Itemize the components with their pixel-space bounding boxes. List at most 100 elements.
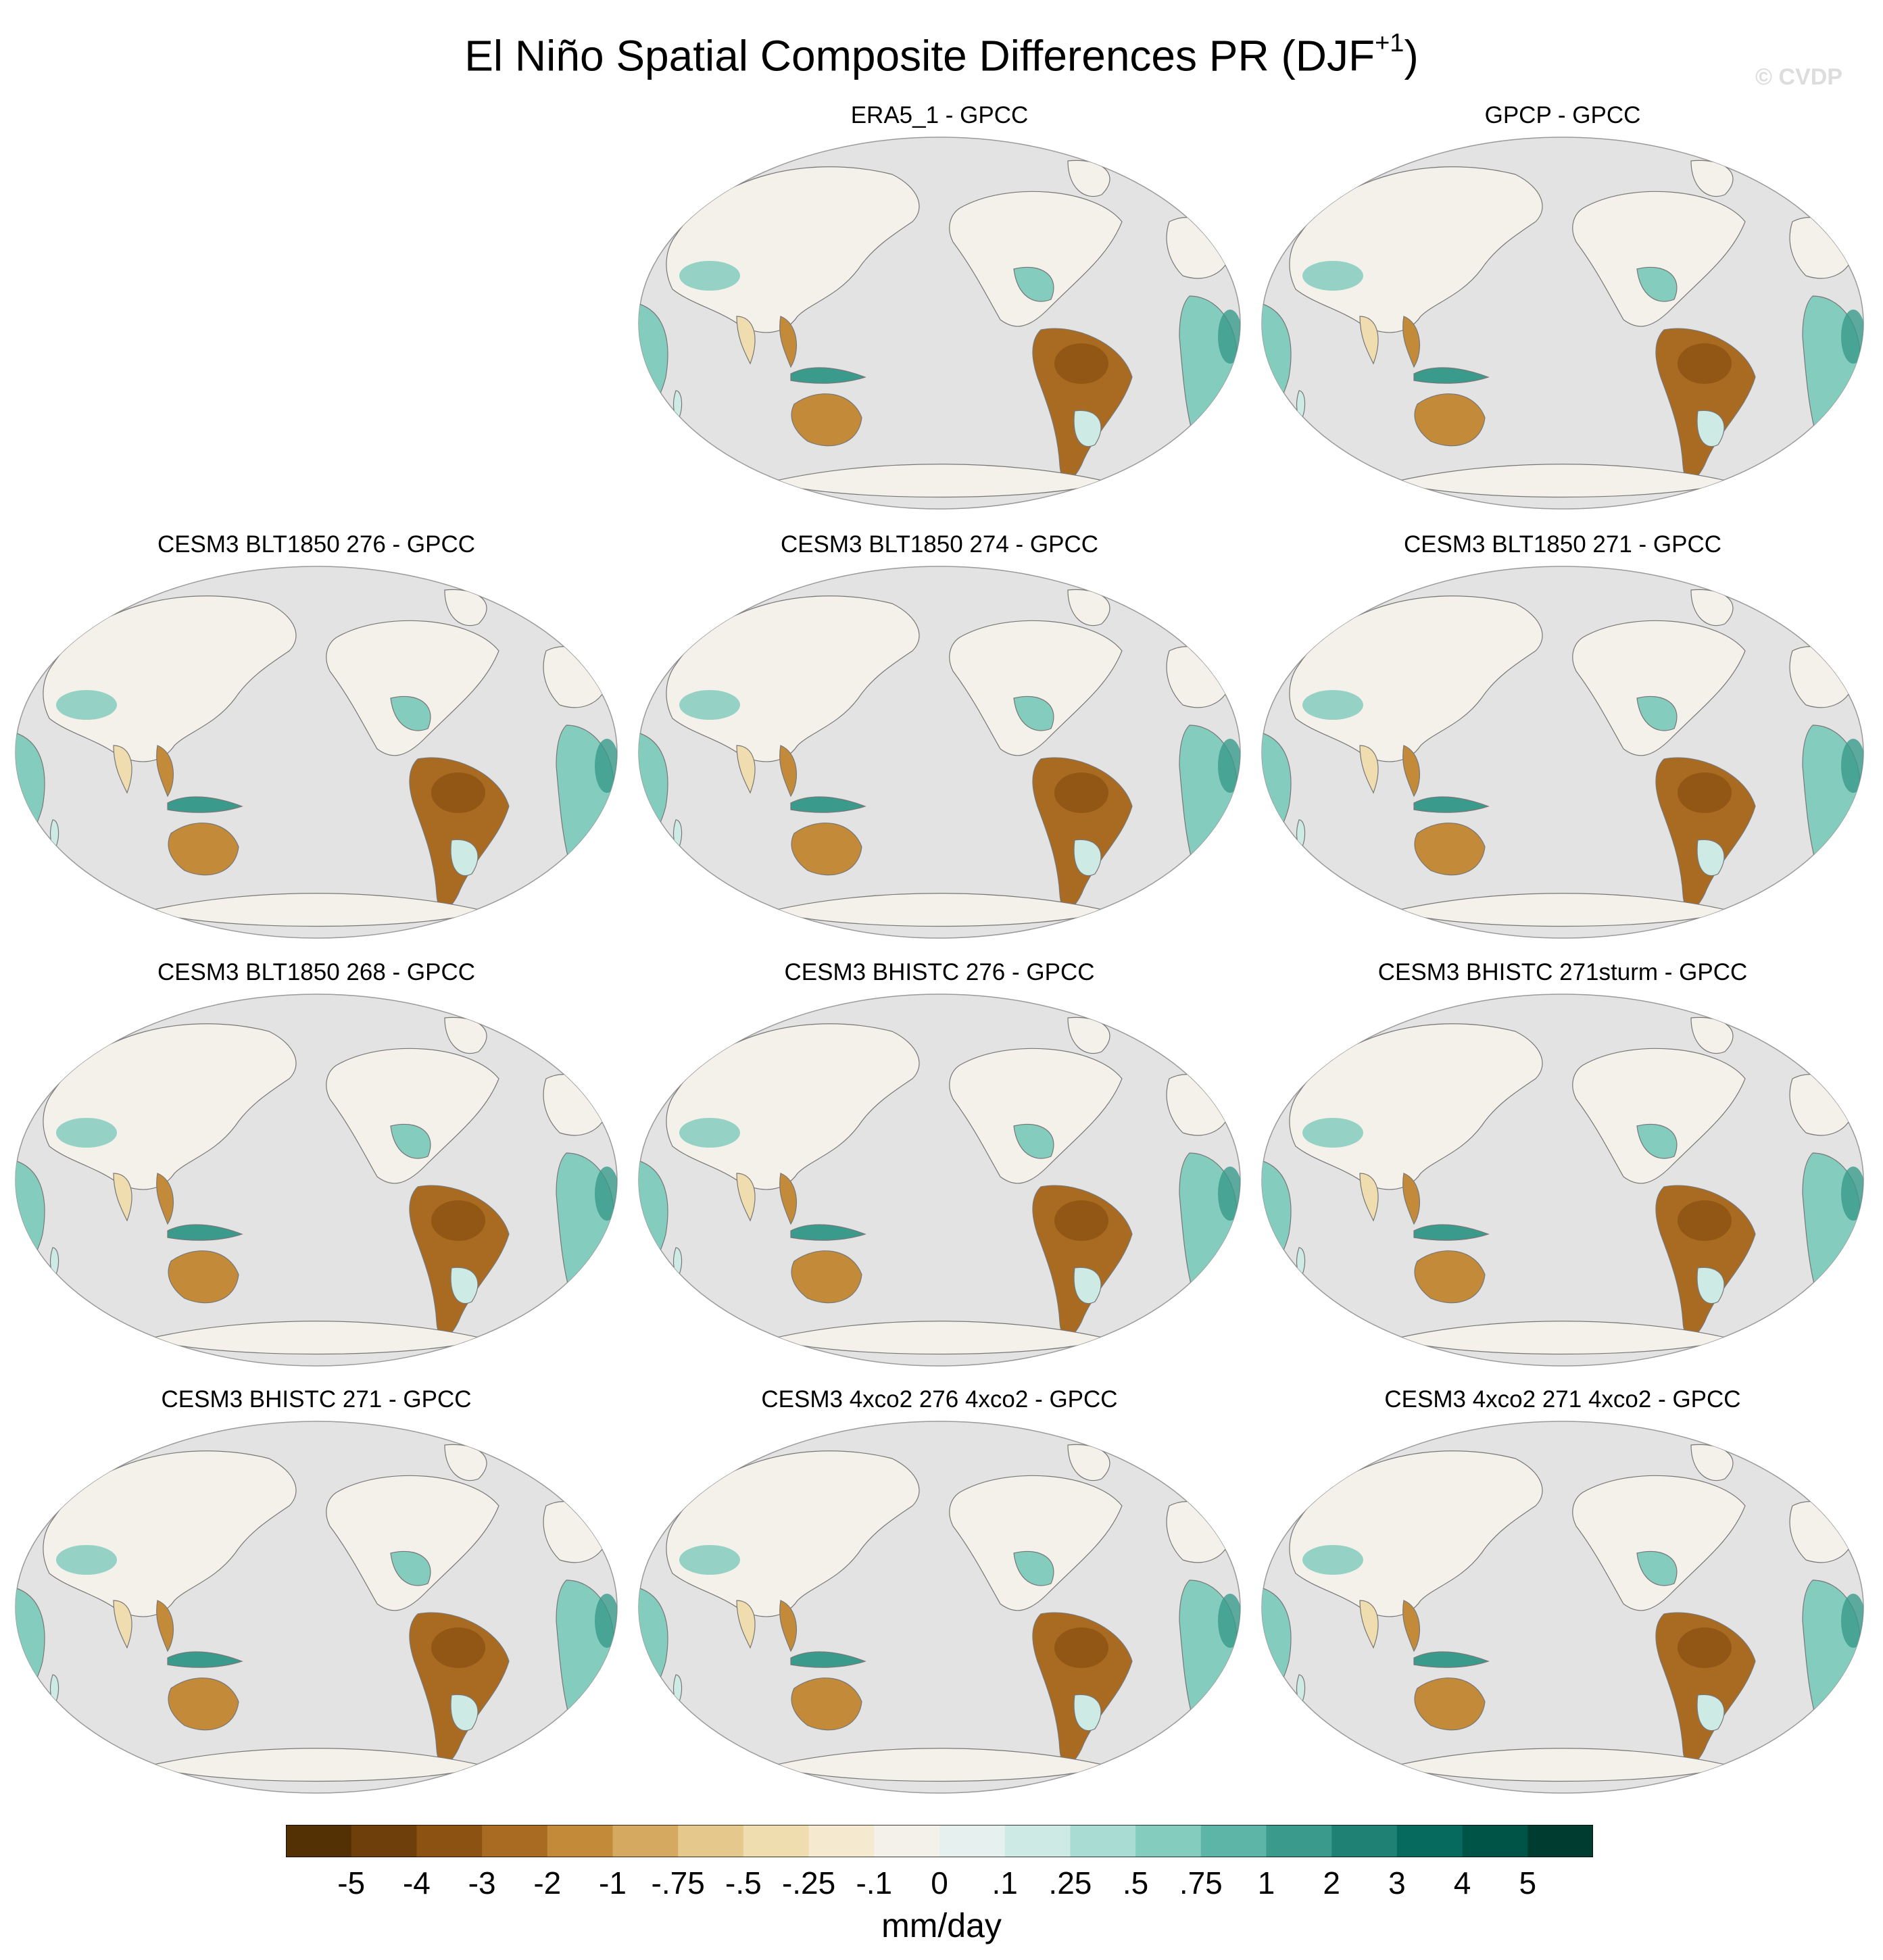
colorbar-tick-label: 2 [1323,1865,1340,1901]
anomaly-amazon [1054,343,1108,384]
landmass-north-america [1572,1475,1746,1611]
map-panel-2: GPCP - GPCC [1258,101,1867,514]
land-masses [639,589,1240,927]
anomaly-east-africa [1841,1167,1863,1221]
land-masses [1262,589,1863,927]
colorbar-tick-label: -5 [337,1865,366,1901]
landmass-indonesia [1413,1651,1490,1668]
anomaly-east-africa [595,1167,617,1221]
landmass-north-america [1572,191,1746,327]
landmass-eurasia [666,1450,920,1617]
landmass-north-america [326,1048,499,1184]
colorbar-bin [1462,1825,1528,1857]
map-panel-5: CESM3 BLT1850 271 - GPCC [1258,531,1867,943]
landmass-north-america [949,191,1123,327]
landmass-indonesia [167,796,243,813]
panel-title: CESM3 BLT1850 268 - GPCC [157,959,476,985]
land-masses [1262,1444,1863,1782]
landmass-se-us [390,1123,431,1159]
map-panel-7: CESM3 BHISTC 276 - GPCC [635,958,1244,1371]
map-panel-10: CESM3 4xco2 276 4xco2 - GPCC [635,1386,1244,1798]
landmass-eurasia [1289,166,1543,333]
anomaly-central-asia [1302,1118,1363,1148]
colorbar-bin [482,1825,548,1857]
colorbar-bin [1135,1825,1202,1857]
anomaly-central-asia [1302,690,1363,720]
anomaly-east-africa [595,739,617,793]
world-map [638,994,1241,1367]
colorbar-tick-label: -3 [468,1865,496,1901]
landmass-se-asia [779,1173,797,1225]
landmass-north-america [949,1048,1123,1184]
anomaly-amazon [1678,1627,1732,1668]
land-masses [639,1016,1240,1355]
colorbar-bin [1070,1825,1136,1857]
panel-title: CESM3 BHISTC 271 - GPCC [161,1386,472,1413]
panel-title: CESM3 BHISTC 276 - GPCC [784,959,1095,985]
landmass-se-asia [156,1173,174,1225]
landmass-north-america [1572,1048,1746,1184]
landmass-s-america-se [1073,410,1102,447]
panel-title: CESM3 BLT1850 271 - GPCC [1403,531,1722,558]
world-map [15,1421,618,1794]
landmass-s-america-se [1696,410,1725,447]
landmass-india [1359,316,1379,365]
landmass-india [113,1600,132,1649]
landmass-eurasia [1289,595,1543,762]
anomaly-east-africa [1841,739,1863,793]
landmass-australia [791,393,862,447]
colorbar-bin [1200,1825,1267,1857]
landmass-indonesia [790,1651,866,1668]
panel-title: GPCP - GPCC [1484,102,1641,128]
landmass-australia [791,823,862,876]
colorbar-bin [874,1825,940,1857]
landmass-s-america-se [450,1694,479,1732]
anomaly-east-africa [1218,1594,1240,1648]
landmass-india [1359,1173,1379,1222]
colorbar-tick-label: 5 [1519,1865,1537,1901]
landmass-s-america-se [1696,1694,1725,1732]
landmass-se-asia [1402,1173,1420,1225]
world-map [15,994,618,1367]
landmass-india [1359,745,1379,794]
landmass-eurasia [666,1023,920,1190]
landmass-se-us [1013,695,1054,731]
anomaly-central-asia [679,690,740,720]
anomaly-east-africa [1841,310,1863,364]
landmass-north-america [949,1475,1123,1611]
panel-title: CESM3 BLT1850 276 - GPCC [157,531,476,558]
landmass-australia [168,1250,239,1304]
colorbar-tick-label: .1 [992,1865,1018,1901]
landmass-eurasia [1289,1450,1543,1617]
landmass-australia [791,1677,862,1731]
colorbar-tick-label: -1 [599,1865,627,1901]
colorbar-tick-label: .5 [1122,1865,1149,1901]
anomaly-central-asia [679,1545,740,1575]
landmass-s-america-se [1696,1267,1725,1304]
landmass-eurasia [43,1023,297,1190]
colorbar-bin [1266,1825,1332,1857]
landmass-eurasia [666,595,920,762]
colorbar-tick-label: 4 [1453,1865,1471,1901]
land-masses [639,160,1240,498]
map-panel-3: CESM3 BLT1850 276 - GPCC [12,531,620,943]
cvdp-watermark: © CVDP [1755,64,1842,90]
anomaly-central-asia [56,1545,117,1575]
land-masses [16,589,617,927]
landmass-indonesia [790,1224,866,1241]
anomaly-central-asia [679,1118,740,1148]
landmass-se-us [1013,266,1054,302]
landmass-indonesia [1413,796,1490,813]
landmass-se-us [1636,266,1678,302]
colorbar-bin [351,1825,417,1857]
landmass-indonesia [167,1651,243,1668]
landmass-north-america [949,620,1123,756]
landmass-north-america [326,620,499,756]
colorbar [286,1825,1593,1857]
land-masses [16,1444,617,1782]
colorbar-tick-label: -.25 [781,1865,836,1901]
anomaly-amazon [431,1627,485,1668]
landmass-indonesia [1413,367,1490,384]
world-map [1261,1421,1864,1794]
landmass-australia [1414,1677,1486,1731]
